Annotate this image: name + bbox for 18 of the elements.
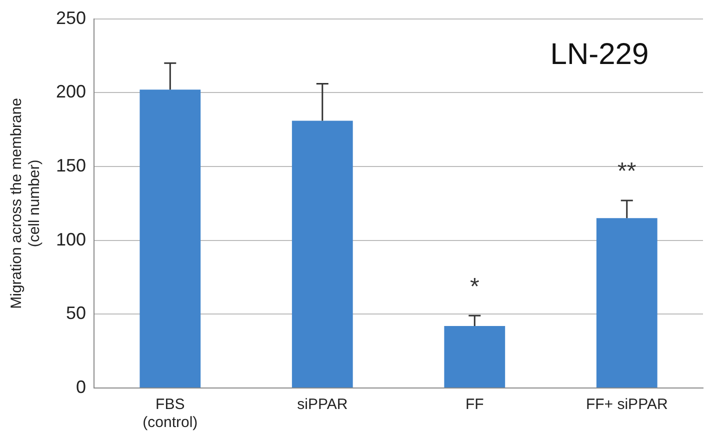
bar bbox=[140, 90, 201, 388]
y-tick-label: 150 bbox=[56, 155, 86, 176]
x-tick-label: FF bbox=[465, 396, 484, 414]
annotation: * bbox=[470, 273, 480, 300]
y-tick-label: 200 bbox=[56, 82, 86, 102]
bar bbox=[292, 120, 353, 388]
y-tick-label: 0 bbox=[76, 376, 86, 397]
y-tick-label: 50 bbox=[66, 303, 86, 324]
x-tick-label: FBS (control) bbox=[142, 396, 198, 432]
y-tick-label: 100 bbox=[56, 229, 86, 250]
y-axis-title: Migration across the membrane (cell number) bbox=[8, 98, 44, 309]
y-tick-label: 250 bbox=[56, 8, 86, 28]
bar bbox=[596, 218, 658, 388]
text: LN-229 bbox=[550, 38, 649, 71]
annotation: ** bbox=[618, 158, 636, 186]
bar bbox=[444, 326, 506, 388]
x-tick-label: siPPAR bbox=[297, 396, 348, 414]
x-tick-label: FF+ siPPAR bbox=[586, 396, 668, 414]
